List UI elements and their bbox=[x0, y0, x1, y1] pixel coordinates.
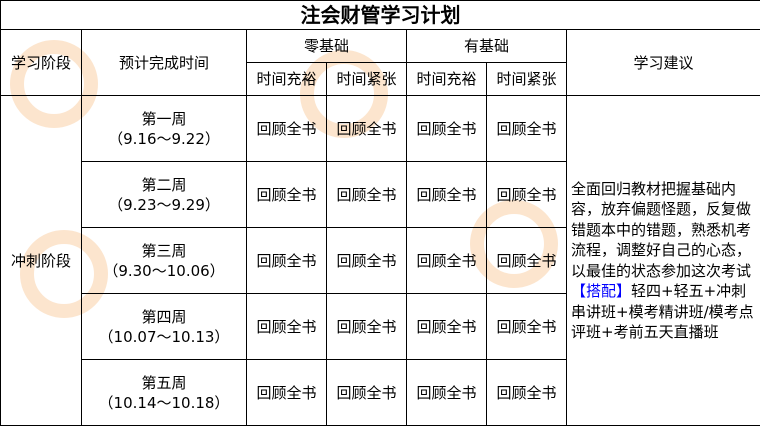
week-cell: 第二周 （9.23～9.29） bbox=[81, 161, 247, 228]
plan-cell: 回顾全书 bbox=[486, 293, 567, 360]
week-range: （9.23～9.29） bbox=[108, 195, 220, 214]
combo-tag: 【搭配】 bbox=[571, 282, 632, 300]
advice-cell: 全面回归教材把握基础内容，放弃偏题怪题，反复做错题本中的错题，熟悉机考流程，调整… bbox=[566, 95, 760, 426]
week-range: （10.07～10.13） bbox=[98, 327, 230, 346]
page-title: 注会财管学习计划 bbox=[0, 0, 760, 30]
week-range: （10.14～10.18） bbox=[98, 393, 230, 412]
week-cell: 第五周 （10.14～10.18） bbox=[81, 359, 247, 426]
plan-cell: 回顾全书 bbox=[406, 359, 487, 426]
table-row: 第五周 （10.14～10.18） 回顾全书 回顾全书 回顾全书 回顾全书 bbox=[1, 359, 760, 426]
plan-cell: 回顾全书 bbox=[406, 161, 487, 228]
plan-cell: 回顾全书 bbox=[486, 227, 567, 294]
plan-cell: 回顾全书 bbox=[326, 161, 407, 228]
plan-cell: 回顾全书 bbox=[326, 293, 407, 360]
table-row: 第三周 （9.30～10.06） 回顾全书 回顾全书 回顾全书 回顾全书 bbox=[1, 227, 760, 294]
stage-cell: 冲刺阶段 bbox=[0, 95, 82, 426]
plan-cell: 回顾全书 bbox=[406, 227, 487, 294]
plan-cell: 回顾全书 bbox=[406, 293, 487, 360]
header-stage: 学习阶段 bbox=[0, 29, 82, 96]
plan-cell: 回顾全书 bbox=[246, 227, 327, 294]
plan-cell: 回顾全书 bbox=[246, 95, 327, 162]
plan-cell: 回顾全书 bbox=[326, 227, 407, 294]
plan-cell: 回顾全书 bbox=[486, 359, 567, 426]
subheader: 时间紧张 bbox=[486, 62, 567, 96]
week-label: 第一周 bbox=[141, 109, 187, 128]
week-cell: 第一周 （9.16～9.22） bbox=[81, 95, 247, 162]
plan-cell: 回顾全书 bbox=[326, 95, 407, 162]
plan-cell: 回顾全书 bbox=[246, 161, 327, 228]
week-cell: 第三周 （9.30～10.06） bbox=[81, 227, 247, 294]
combo-text: 轻四+轻五+冲刺串讲班+模考精讲班/模考点评班+考前五天直播班 bbox=[571, 282, 754, 341]
subheader: 时间充裕 bbox=[406, 62, 487, 96]
week-cell: 第四周 （10.07～10.13） bbox=[81, 293, 247, 360]
week-label: 第三周 bbox=[141, 241, 187, 260]
plan-cell: 回顾全书 bbox=[486, 95, 567, 162]
table-row: 第二周 （9.23～9.29） 回顾全书 回顾全书 回顾全书 回顾全书 bbox=[1, 161, 760, 228]
header-with-basis: 有基础 bbox=[406, 29, 567, 63]
week-label: 第五周 bbox=[141, 373, 187, 392]
subheader: 时间充裕 bbox=[246, 62, 327, 96]
header-time: 预计完成时间 bbox=[81, 29, 247, 96]
subheader: 时间紧张 bbox=[326, 62, 407, 96]
header-zero-basis: 零基础 bbox=[246, 29, 407, 63]
week-range: （9.16～9.22） bbox=[108, 129, 220, 148]
table-row: 第四周 （10.07～10.13） 回顾全书 回顾全书 回顾全书 回顾全书 bbox=[1, 293, 760, 360]
plan-cell: 回顾全书 bbox=[406, 95, 487, 162]
week-label: 第二周 bbox=[141, 175, 187, 194]
week-range: （9.30～10.06） bbox=[103, 261, 225, 280]
advice-text: 全面回归教材把握基础内容，放弃偏题怪题，反复做错题本中的错题，熟悉机考流程，调整… bbox=[571, 179, 752, 280]
plan-cell: 回顾全书 bbox=[246, 359, 327, 426]
week-label: 第四周 bbox=[141, 307, 187, 326]
header-advice: 学习建议 bbox=[566, 29, 760, 96]
plan-cell: 回顾全书 bbox=[326, 359, 407, 426]
plan-cell: 回顾全书 bbox=[486, 161, 567, 228]
plan-cell: 回顾全书 bbox=[246, 293, 327, 360]
table-row: 冲刺阶段 第一周 （9.16～9.22） 回顾全书 回顾全书 回顾全书 回顾全书 … bbox=[0, 95, 760, 426]
